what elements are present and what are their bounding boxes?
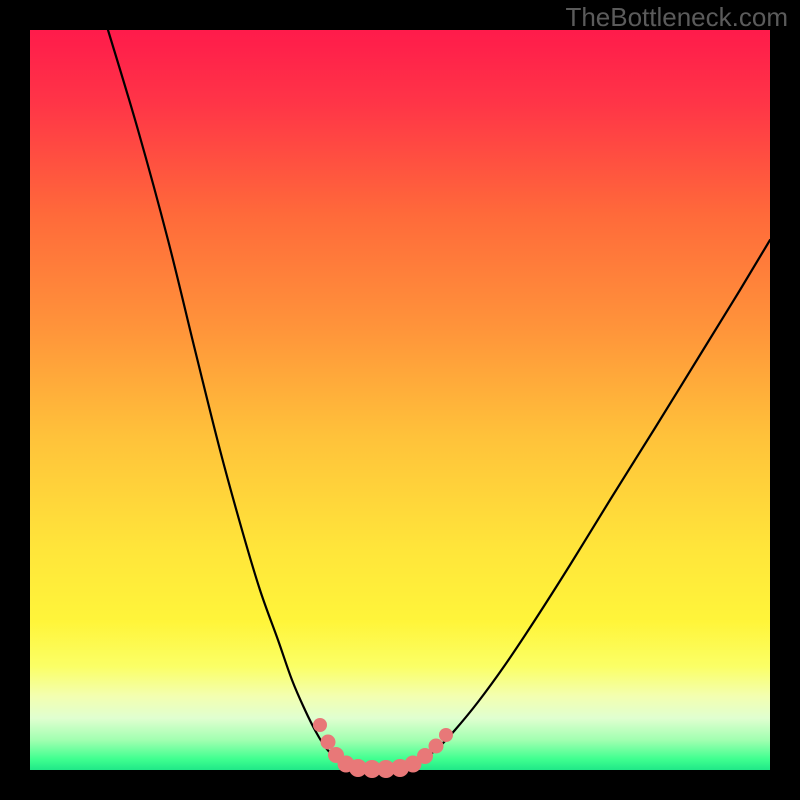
trough-marker <box>439 728 453 742</box>
watermark-text: TheBottleneck.com <box>565 2 788 33</box>
trough-marker <box>321 735 336 750</box>
chart-frame: TheBottleneck.com <box>0 0 800 800</box>
plot-area <box>30 30 770 770</box>
trough-marker <box>429 739 444 754</box>
trough-marker <box>313 718 327 732</box>
bottleneck-curve <box>108 30 770 770</box>
curve-layer <box>30 30 770 770</box>
